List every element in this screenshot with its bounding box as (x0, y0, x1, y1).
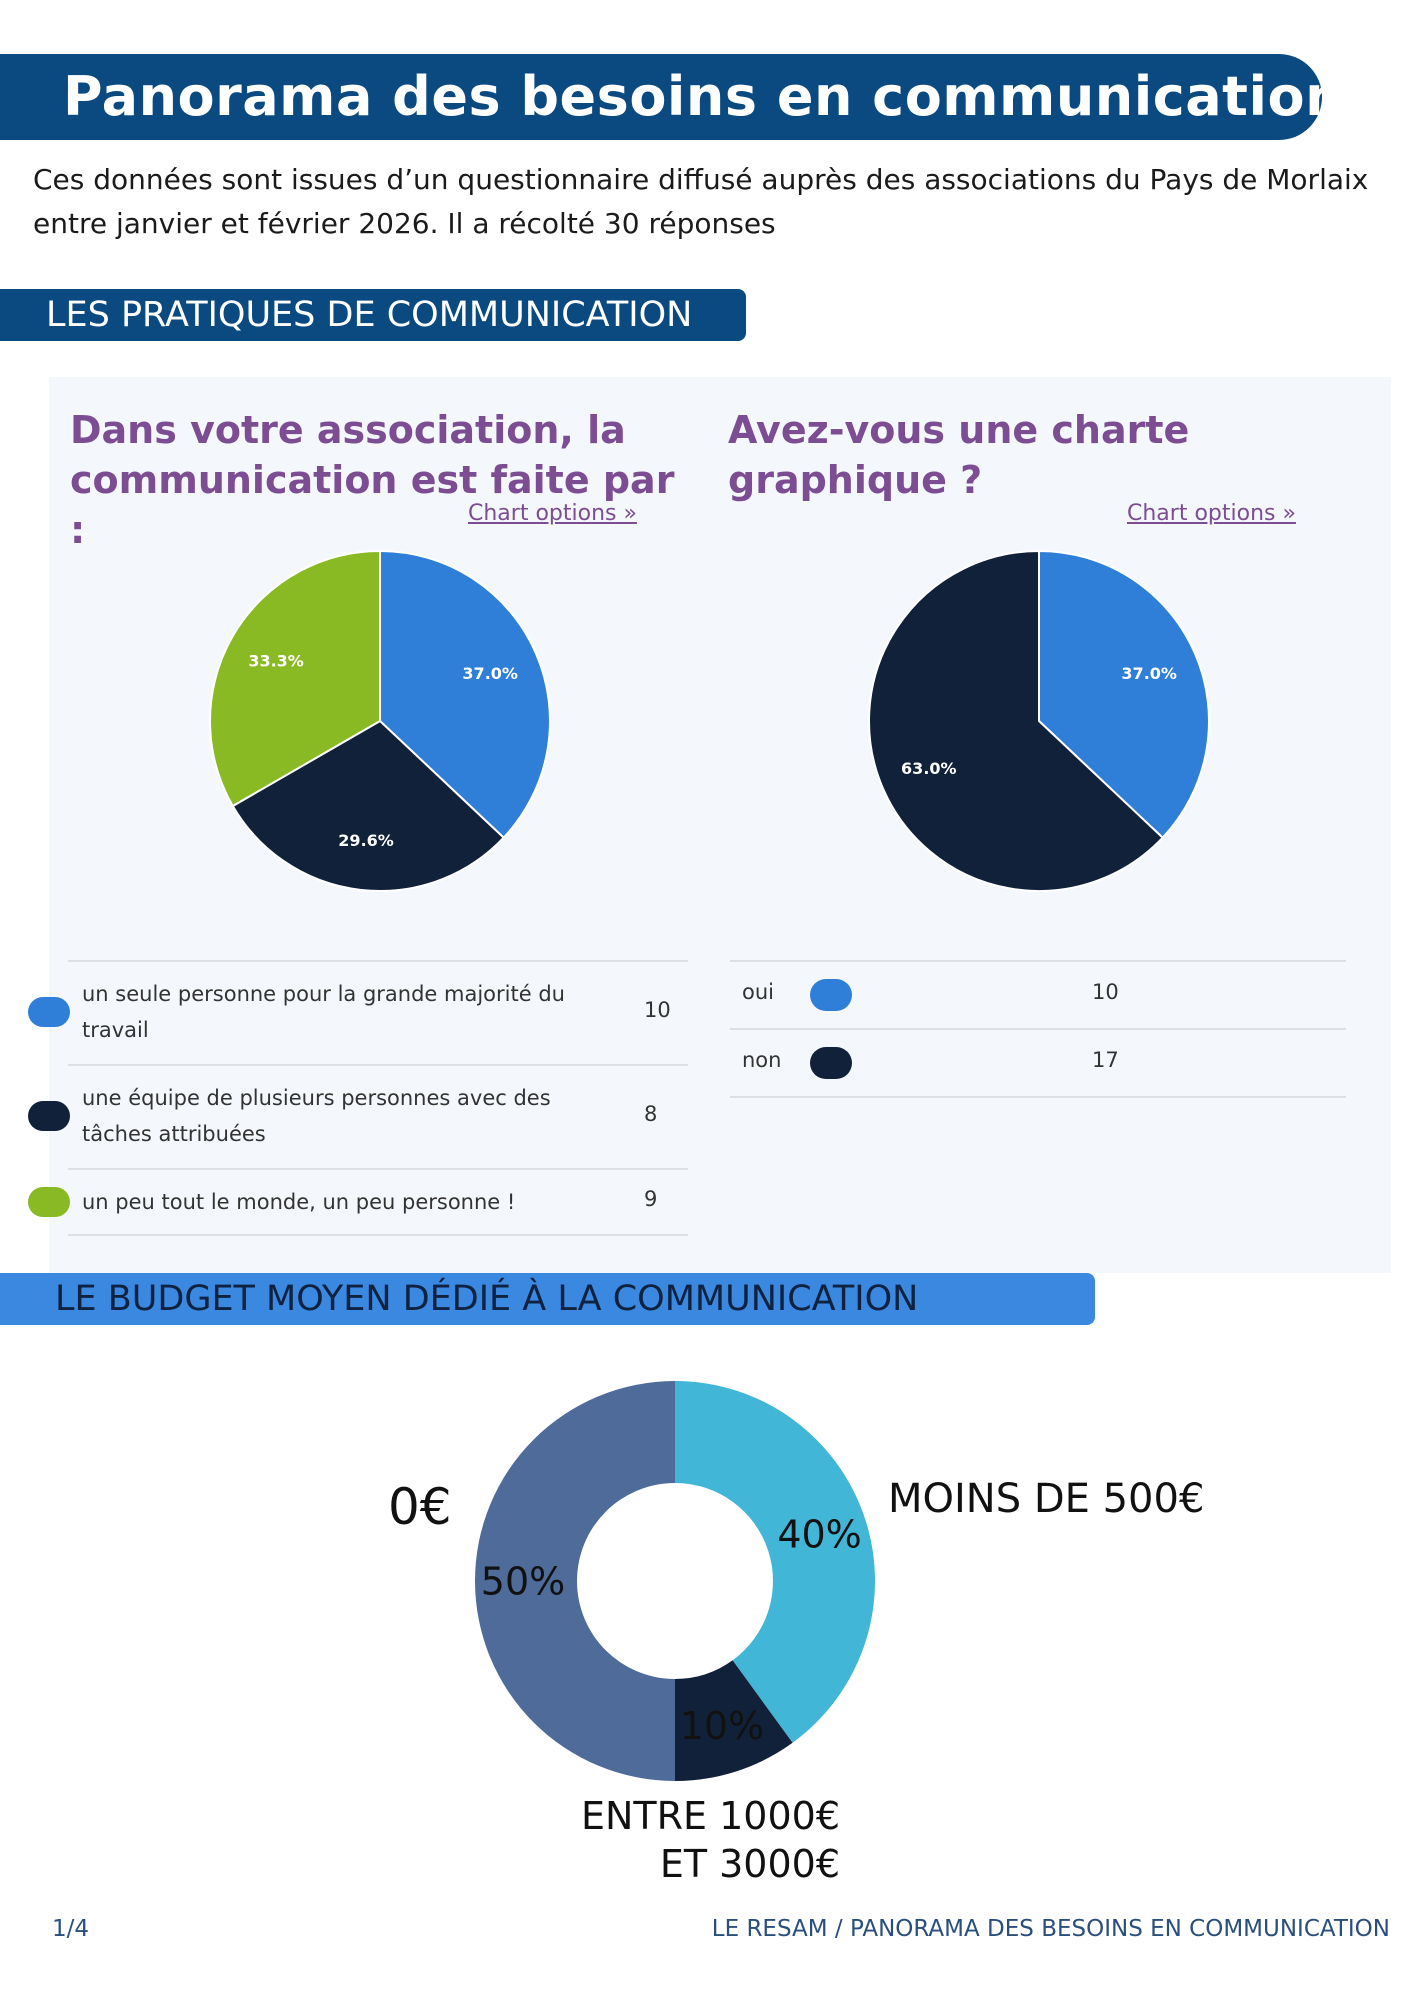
donut-category-label: MOINS DE 500€ (888, 1476, 1205, 1522)
legend-count: 17 (1092, 1048, 1119, 1072)
legend-count: 10 (1092, 980, 1119, 1004)
legend-table-charter: oui 10 non 17 (730, 960, 1346, 1098)
section-heading-practices: LES PRATIQUES DE COMMUNICATION (0, 289, 746, 341)
title-banner (0, 54, 1322, 140)
pie-slice (868, 549, 1165, 892)
pie-slice (1038, 549, 1210, 840)
pie-slice-label: 63.0% (901, 759, 957, 778)
donut-category-label: 0€ (388, 1478, 452, 1536)
legend-label: un seule personne pour la grande majorit… (82, 982, 565, 1042)
page-number: 1/4 (52, 1916, 90, 1942)
legend-row: une équipe de plusieurs personnes avec d… (28, 1064, 688, 1168)
legend-swatch (28, 997, 70, 1027)
legend-label: une équipe de plusieurs personnes avec d… (82, 1086, 551, 1146)
legend-swatch (810, 979, 852, 1011)
donut-category-text: ENTRE 1000€ ET 3000€ (580, 1794, 840, 1886)
legend-swatch (28, 1101, 70, 1131)
chart-title-who: Dans votre association, la communication… (70, 408, 675, 552)
pie-slice-label: 33.3% (248, 652, 304, 671)
donut-chart-budget: 40% 10% 50% (475, 1381, 875, 1781)
legend-row: non 17 (730, 1028, 1346, 1098)
pie-slice (231, 719, 506, 892)
footer-source: LE RESAM / PANORAMA DES BESOINS EN COMMU… (711, 1916, 1390, 1942)
legend-count: 9 (644, 1187, 658, 1211)
pie-slice-label: 10% (680, 1704, 764, 1748)
legend-row: oui 10 (730, 960, 1346, 1028)
legend-table-who: un seule personne pour la grande majorit… (28, 960, 688, 1236)
legend-count: 10 (644, 998, 671, 1022)
pie-slice-label: 29.6% (338, 831, 394, 850)
legend-row: un seule personne pour la grande majorit… (28, 960, 688, 1064)
donut-category-label: ENTRE 1000€ ET 3000€ (560, 1792, 840, 1888)
legend-label: un peu tout le monde, un peu personne ! (82, 1190, 516, 1214)
pie-slice (379, 549, 551, 840)
legend-swatch (810, 1047, 852, 1079)
section-heading-budget: LE BUDGET MOYEN DÉDIÉ À LA COMMUNICATION (0, 1273, 1095, 1325)
legend-label: non (742, 1048, 782, 1072)
legend-swatch (28, 1187, 70, 1217)
intro-text: Ces données sont issues d’un questionnai… (33, 163, 1369, 240)
section-heading-practices-label: LES PRATIQUES DE COMMUNICATION (46, 295, 693, 335)
pie-slice (675, 1381, 875, 1743)
pie-slice-label: 50% (481, 1559, 565, 1603)
pie-chart-who: 37.0% 29.6% 33.3% (209, 549, 551, 892)
page-title: Panorama des besoins en communication (63, 65, 1345, 128)
pie-slice-label: 37.0% (1121, 664, 1177, 683)
legend-count: 8 (644, 1102, 658, 1126)
legend-row: un peu tout le monde, un peu personne ! … (28, 1168, 688, 1236)
pie-slice (209, 549, 381, 808)
section-heading-budget-label: LE BUDGET MOYEN DÉDIÉ À LA COMMUNICATION (55, 1279, 919, 1319)
chart-options-link[interactable]: Chart options » (1127, 501, 1296, 526)
legend-label: oui (742, 980, 774, 1004)
chart-options-link[interactable]: Chart options » (468, 501, 637, 526)
pie-slice (675, 1660, 793, 1781)
pie-slice-label: 40% (777, 1512, 861, 1556)
pie-slice-label: 37.0% (462, 664, 518, 683)
pie-slice (475, 1381, 675, 1781)
chart-title-charter: Avez-vous une charte graphique ? (728, 408, 1190, 502)
pie-chart-charter: 37.0% 63.0% (868, 549, 1210, 892)
